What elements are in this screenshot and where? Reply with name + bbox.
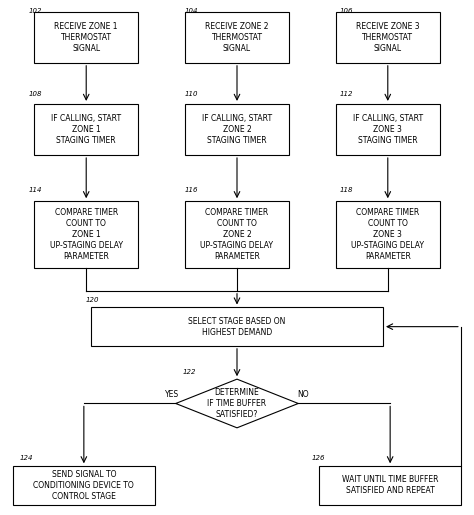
Text: 120: 120 <box>85 297 99 303</box>
FancyBboxPatch shape <box>185 201 289 268</box>
Text: 114: 114 <box>29 187 42 193</box>
Text: COMPARE TIMER
COUNT TO
ZONE 1
UP-STAGING DELAY
PARAMETER: COMPARE TIMER COUNT TO ZONE 1 UP-STAGING… <box>50 208 123 261</box>
Text: 116: 116 <box>184 187 198 193</box>
Text: NO: NO <box>297 390 309 399</box>
Text: RECEIVE ZONE 3
THERMOSTAT
SIGNAL: RECEIVE ZONE 3 THERMOSTAT SIGNAL <box>356 22 419 53</box>
Text: 104: 104 <box>184 8 198 14</box>
Text: IF CALLING, START
ZONE 3
STAGING TIMER: IF CALLING, START ZONE 3 STAGING TIMER <box>353 114 423 145</box>
Text: SELECT STAGE BASED ON
HIGHEST DEMAND: SELECT STAGE BASED ON HIGHEST DEMAND <box>188 317 286 337</box>
Text: 106: 106 <box>340 8 353 14</box>
Text: 102: 102 <box>29 8 42 14</box>
FancyBboxPatch shape <box>13 466 155 505</box>
Text: RECEIVE ZONE 1
THERMOSTAT
SIGNAL: RECEIVE ZONE 1 THERMOSTAT SIGNAL <box>55 22 118 53</box>
FancyBboxPatch shape <box>185 12 289 63</box>
Text: WAIT UNTIL TIME BUFFER
SATISFIED AND REPEAT: WAIT UNTIL TIME BUFFER SATISFIED AND REP… <box>342 475 438 495</box>
Text: COMPARE TIMER
COUNT TO
ZONE 2
UP-STAGING DELAY
PARAMETER: COMPARE TIMER COUNT TO ZONE 2 UP-STAGING… <box>201 208 273 261</box>
Text: IF CALLING, START
ZONE 2
STAGING TIMER: IF CALLING, START ZONE 2 STAGING TIMER <box>202 114 272 145</box>
Text: COMPARE TIMER
COUNT TO
ZONE 3
UP-STAGING DELAY
PARAMETER: COMPARE TIMER COUNT TO ZONE 3 UP-STAGING… <box>351 208 424 261</box>
FancyBboxPatch shape <box>336 201 439 268</box>
FancyBboxPatch shape <box>319 466 461 505</box>
Text: DETERMINE
IF TIME BUFFER
SATISFIED?: DETERMINE IF TIME BUFFER SATISFIED? <box>208 388 266 419</box>
FancyBboxPatch shape <box>35 12 138 63</box>
FancyBboxPatch shape <box>336 104 439 155</box>
FancyBboxPatch shape <box>35 201 138 268</box>
FancyBboxPatch shape <box>35 104 138 155</box>
Text: 112: 112 <box>340 91 353 97</box>
Text: SEND SIGNAL TO
CONDITIONING DEVICE TO
CONTROL STAGE: SEND SIGNAL TO CONDITIONING DEVICE TO CO… <box>34 470 134 501</box>
Text: YES: YES <box>165 390 180 399</box>
FancyBboxPatch shape <box>91 307 383 346</box>
Text: 122: 122 <box>183 369 196 375</box>
Text: 124: 124 <box>19 455 33 461</box>
Text: 110: 110 <box>184 91 198 97</box>
Text: 108: 108 <box>29 91 42 97</box>
Text: 118: 118 <box>340 187 353 193</box>
Text: 126: 126 <box>311 455 325 461</box>
Text: IF CALLING, START
ZONE 1
STAGING TIMER: IF CALLING, START ZONE 1 STAGING TIMER <box>51 114 121 145</box>
Text: RECEIVE ZONE 2
THERMOSTAT
SIGNAL: RECEIVE ZONE 2 THERMOSTAT SIGNAL <box>205 22 269 53</box>
Polygon shape <box>176 379 298 428</box>
FancyBboxPatch shape <box>185 104 289 155</box>
FancyBboxPatch shape <box>336 12 439 63</box>
